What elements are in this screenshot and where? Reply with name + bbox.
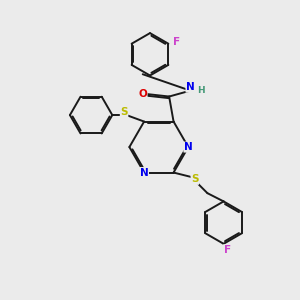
Text: N: N: [184, 142, 193, 152]
Text: H: H: [197, 85, 205, 94]
Text: S: S: [120, 106, 128, 116]
Text: F: F: [173, 37, 180, 47]
Text: S: S: [191, 174, 199, 184]
Text: N: N: [140, 168, 148, 178]
Text: N: N: [186, 82, 195, 92]
Text: F: F: [224, 245, 231, 255]
Text: O: O: [138, 89, 147, 99]
